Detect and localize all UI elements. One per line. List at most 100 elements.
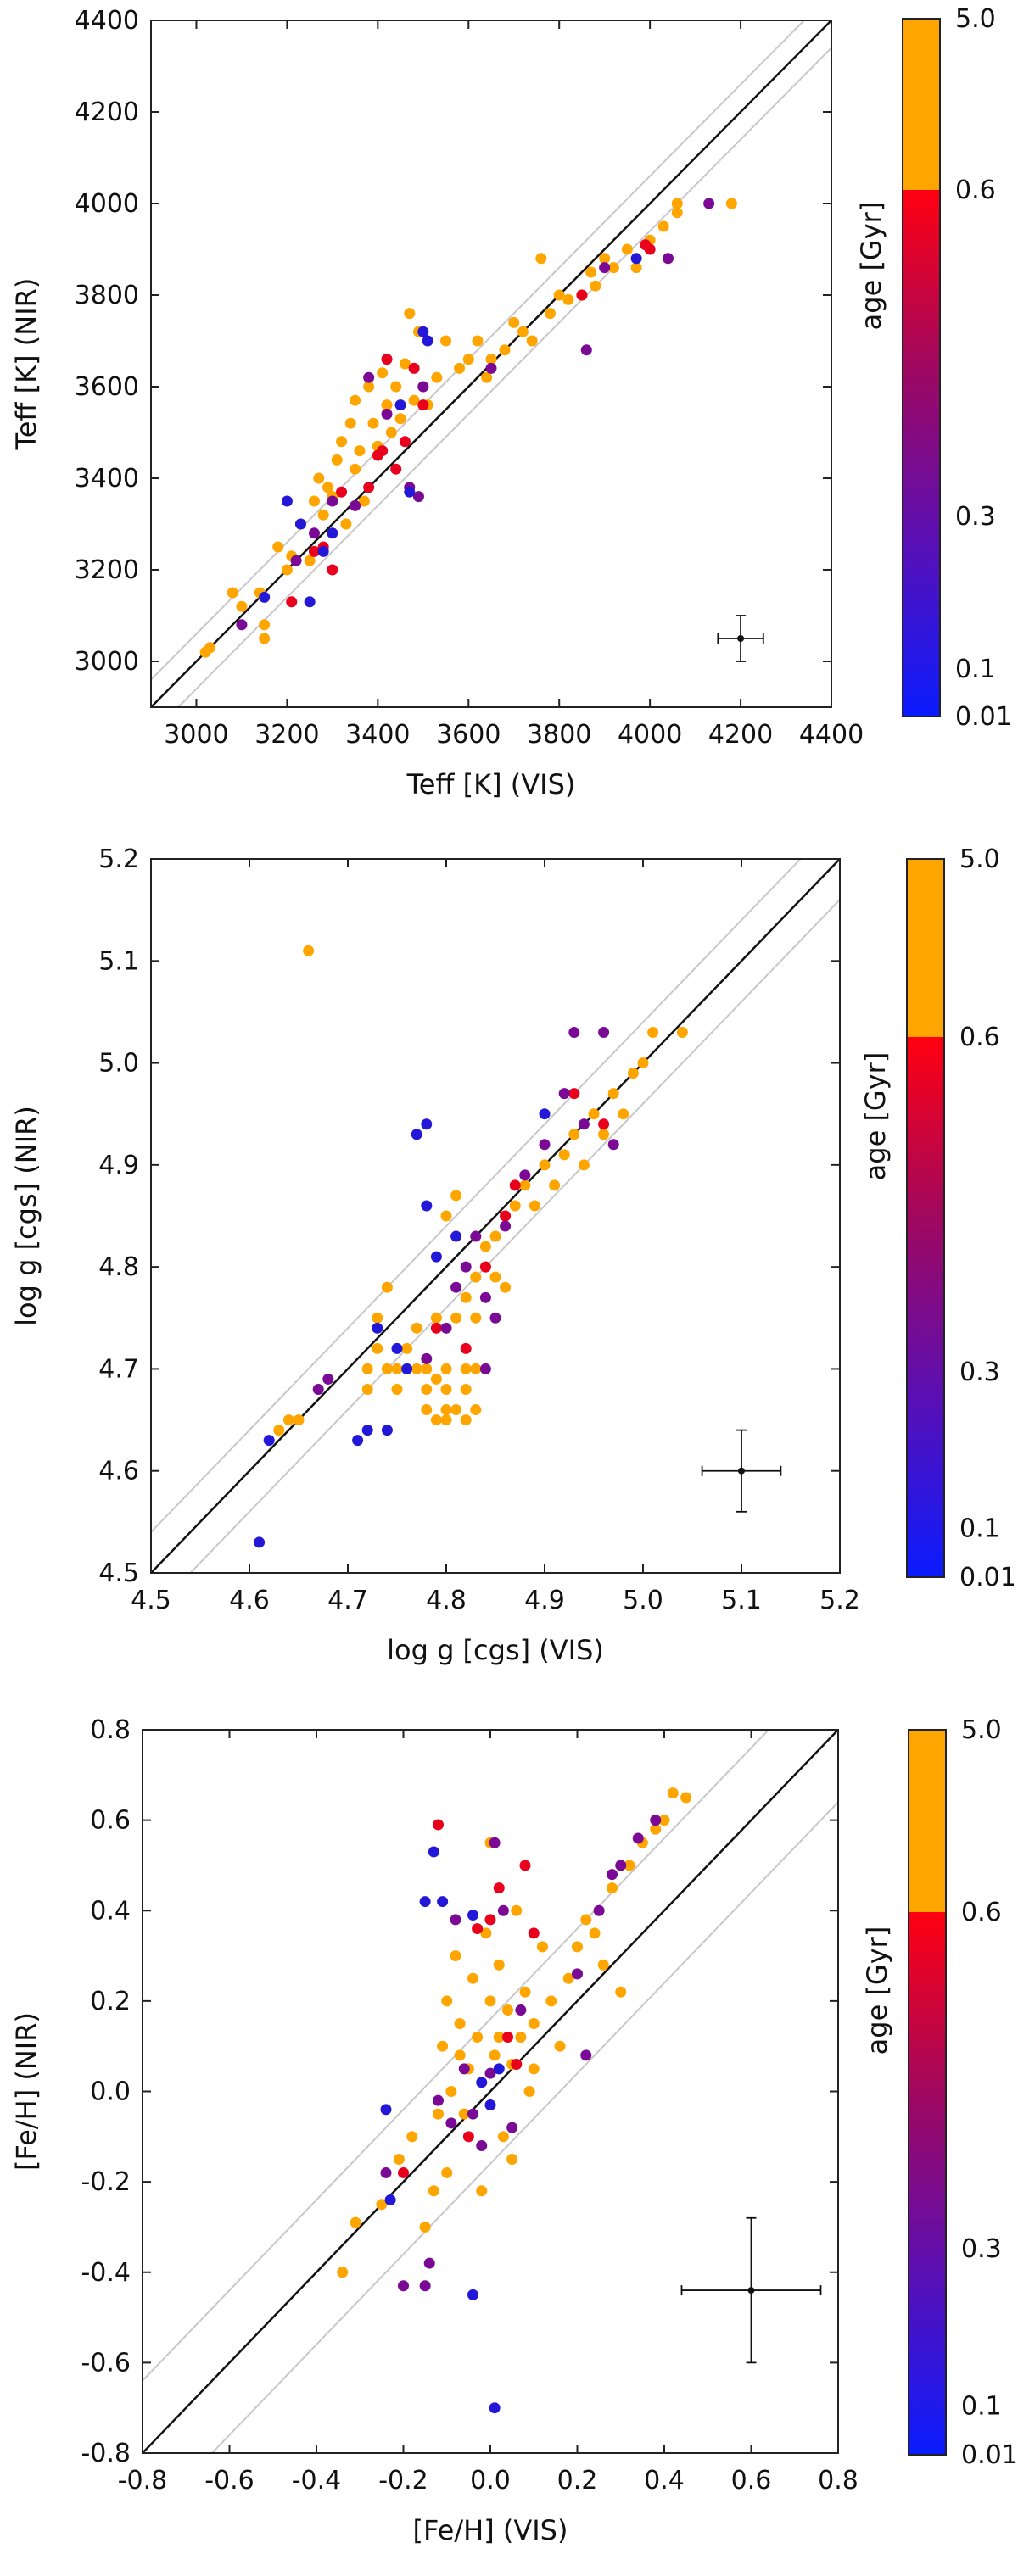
data-point: [489, 2049, 501, 2061]
data-point: [462, 2131, 474, 2143]
y-tick-label: 4.6: [98, 1457, 139, 1486]
y-tick-label: 4.9: [98, 1151, 139, 1180]
data-point: [286, 596, 298, 608]
data-point: [667, 1787, 679, 1799]
y-tick-label: 4.8: [98, 1252, 139, 1282]
data-point: [650, 1815, 662, 1826]
data-point: [539, 1159, 551, 1171]
colorbar-tick-label: 0.3: [959, 1358, 1000, 1387]
data-point: [394, 399, 406, 411]
data-point: [528, 1927, 540, 1939]
data-point: [500, 1220, 512, 1232]
y-tick-label: 4200: [75, 98, 139, 127]
data-point: [450, 1312, 462, 1324]
data-point: [558, 1088, 570, 1100]
y-tick-label: -0.4: [81, 2258, 131, 2288]
data-point: [430, 1251, 442, 1263]
data-point: [489, 2402, 501, 2414]
data-point: [367, 417, 379, 429]
data-point: [440, 1414, 452, 1426]
data-point: [598, 1129, 610, 1140]
data-point: [381, 354, 393, 365]
data-point: [598, 1118, 610, 1130]
data-point: [519, 1860, 531, 1871]
data-point: [607, 1869, 618, 1881]
data-point: [618, 1108, 629, 1120]
data-point: [404, 308, 416, 320]
data-point: [281, 495, 293, 507]
data-point: [322, 1373, 334, 1385]
data-point: [493, 2063, 505, 2075]
data-point: [259, 619, 271, 631]
data-point: [598, 1026, 610, 1038]
data-point: [484, 1914, 496, 1926]
colorbar-label: age [Gyr]: [861, 1926, 893, 2055]
offset-line-lower: [189, 899, 840, 1573]
data-point: [607, 262, 619, 274]
error-bar-center: [737, 635, 745, 642]
series-2: [312, 1026, 619, 1395]
data-point: [254, 1536, 266, 1548]
data-point: [327, 527, 338, 539]
data-point: [480, 1927, 492, 1939]
y-tick-label: 3000: [75, 647, 139, 677]
data-point: [354, 445, 366, 457]
data-point: [437, 1896, 449, 1908]
data-point: [445, 2086, 457, 2097]
data-point: [441, 1995, 453, 2007]
data-point: [421, 1200, 433, 1212]
data-point: [506, 2122, 518, 2133]
data-point: [671, 207, 683, 219]
data-point: [489, 1271, 501, 1283]
data-point: [562, 1972, 574, 1984]
data-point: [500, 1281, 512, 1293]
data-point: [539, 1139, 551, 1151]
data-point: [376, 2199, 388, 2211]
data-point: [450, 1950, 461, 1962]
data-point: [497, 1904, 509, 1916]
colorbar-gradient: [903, 190, 940, 716]
x-tick-label: 0.2: [557, 2466, 598, 2495]
data-point: [304, 555, 316, 566]
data-point: [506, 2153, 518, 2165]
data-point: [476, 2185, 488, 2197]
data-point: [528, 2063, 540, 2075]
colorbar-gradient: [907, 1037, 944, 1577]
data-point: [568, 1026, 580, 1038]
data-point: [509, 1200, 521, 1212]
x-tick-label: -0.6: [204, 2466, 255, 2495]
data-point: [460, 1383, 472, 1395]
data-point: [454, 2018, 466, 2030]
data-point: [450, 1404, 462, 1416]
data-point: [408, 362, 420, 374]
data-point: [549, 1179, 561, 1191]
data-point: [607, 1882, 618, 1894]
data-point: [671, 198, 683, 209]
data-point: [470, 1230, 482, 1242]
data-point: [607, 1139, 619, 1151]
data-point: [479, 1363, 491, 1374]
data-point: [236, 600, 248, 612]
y-tick-label: 3800: [75, 281, 139, 310]
y-tick-label: 4.7: [98, 1354, 139, 1384]
data-point: [585, 266, 597, 278]
data-point: [630, 262, 642, 274]
x-tick-label: 4.6: [229, 1586, 270, 1615]
offset-line-upper: [151, 20, 806, 681]
data-point: [327, 564, 338, 576]
data-point: [433, 2108, 444, 2120]
x-tick-label: 0.6: [731, 2466, 772, 2495]
data-point: [489, 1230, 501, 1242]
data-point: [621, 243, 633, 255]
data-point: [273, 1425, 285, 1436]
data-point: [317, 545, 329, 557]
data-point: [485, 362, 497, 374]
data-point: [361, 1363, 373, 1374]
data-point: [578, 1159, 590, 1171]
data-point: [308, 527, 320, 539]
data-point: [377, 367, 389, 379]
x-tick-label: 5.0: [623, 1586, 663, 1615]
tick-group: 3000 3200 3400 3600 3800 4000 4200 4400 3000 3200…: [75, 6, 864, 750]
data-point: [484, 2099, 496, 2110]
data-point: [460, 1414, 472, 1426]
